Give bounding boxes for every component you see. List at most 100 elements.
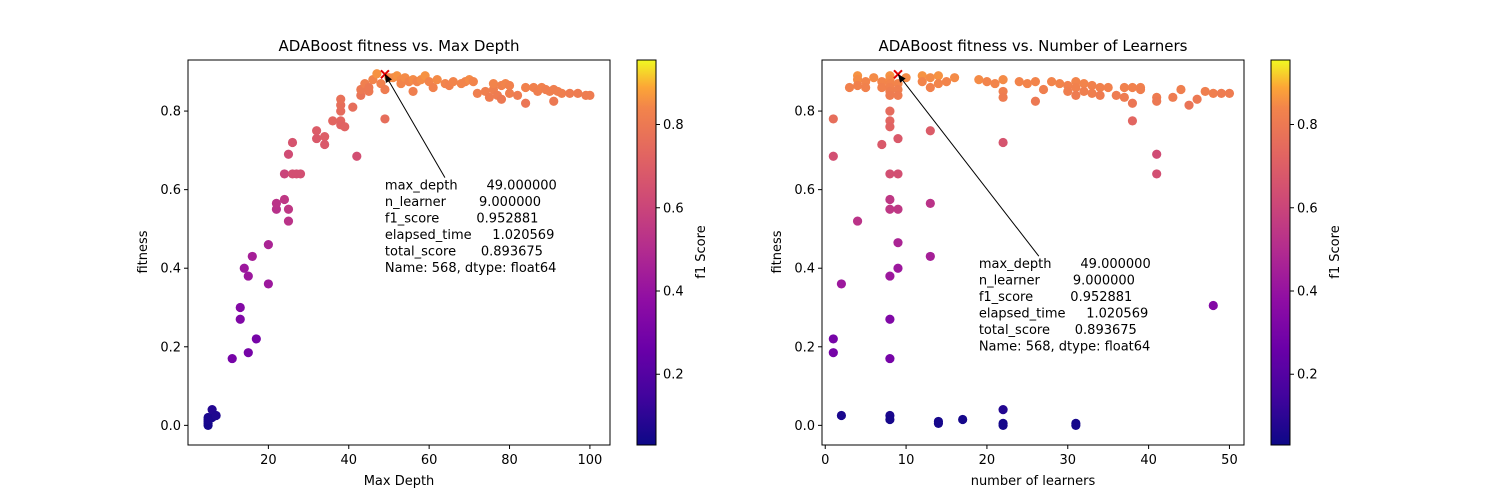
data-point — [1071, 90, 1081, 100]
data-point — [933, 71, 944, 81]
annotation-line: total_score 0.893675 — [385, 245, 543, 260]
annotation-line: f1_score 0.952881 — [385, 212, 539, 227]
data-point — [1152, 96, 1162, 106]
annotation-line: total_score 0.893675 — [979, 323, 1137, 338]
x-tick-label: 40 — [1140, 453, 1157, 468]
x-axis-label: Max Depth — [364, 474, 435, 489]
data-point — [1200, 86, 1210, 97]
colorbar-ticks: 0.2 0.4 0.6 0.8 — [1290, 118, 1318, 383]
y-axis-label: fitness — [770, 230, 785, 273]
data-point — [917, 77, 927, 87]
annotation-line: n_learner 9.000000 — [385, 195, 541, 210]
data-point — [573, 88, 583, 98]
y-tick-label: 0.6 — [160, 183, 181, 198]
data-point — [998, 405, 1008, 415]
data-point — [844, 82, 855, 93]
colorbar-tick-label: 0.2 — [663, 368, 684, 383]
data-point — [1030, 77, 1041, 87]
data-point — [893, 133, 903, 144]
data-point — [565, 88, 575, 98]
annotation-arrow — [384, 74, 446, 178]
colorbar-ticks: 0.2 0.4 0.6 0.8 — [656, 118, 684, 383]
data-point — [504, 88, 515, 98]
data-point — [340, 122, 350, 132]
x-tick-label: 80 — [501, 453, 518, 468]
x-tick-label: 20 — [260, 453, 277, 468]
y-tick-label: 0.0 — [794, 419, 815, 434]
annotation-line: max_depth 49.000000 — [385, 179, 557, 194]
y-axis: 0.0 0.2 0.4 0.6 0.8 — [160, 105, 188, 434]
data-point — [428, 82, 438, 93]
data-point — [1127, 98, 1138, 108]
data-point — [1087, 80, 1097, 91]
data-point — [336, 94, 346, 104]
data-point — [549, 96, 559, 106]
data-point — [893, 238, 903, 248]
data-point — [1030, 96, 1041, 106]
x-tick-label: 60 — [421, 453, 438, 468]
data-point — [1152, 169, 1162, 179]
colorbar-tick-label: 0.8 — [663, 118, 684, 133]
chart-number-of-learners: ADABoost fitness vs. Number of Learners … — [770, 37, 1343, 489]
data-point — [488, 78, 499, 89]
data-point — [251, 334, 261, 344]
data-point — [1216, 88, 1226, 98]
data-point — [283, 216, 294, 226]
data-point — [828, 334, 838, 344]
data-point — [408, 86, 418, 97]
data-point — [468, 77, 478, 87]
data-point — [982, 77, 992, 87]
annotation-line: elapsed_time 1.020569 — [385, 228, 554, 243]
data-point — [885, 271, 895, 281]
data-point — [364, 82, 374, 93]
colorbar-label: f1 Score — [694, 225, 709, 278]
data-point — [279, 169, 290, 179]
plot-frame — [821, 59, 1245, 446]
data-point — [949, 73, 960, 83]
data-point — [320, 139, 330, 150]
data-point — [885, 90, 895, 100]
data-point — [1071, 420, 1081, 430]
data-point — [998, 420, 1008, 430]
data-point — [1176, 84, 1186, 95]
data-point — [885, 169, 895, 179]
data-point — [1168, 92, 1178, 102]
data-point — [328, 116, 338, 126]
data-point — [235, 314, 245, 324]
colorbar-gradient — [1270, 59, 1291, 446]
data-point — [1127, 116, 1138, 126]
data-point — [877, 82, 887, 93]
x-axis: 20 40 60 80 100 — [260, 445, 602, 468]
data-point — [836, 279, 847, 289]
x-tick-label: 30 — [1059, 453, 1076, 468]
data-point — [380, 114, 390, 124]
y-tick-label: 0.6 — [794, 183, 815, 198]
data-point — [521, 98, 531, 108]
data-point — [893, 204, 903, 214]
x-tick-label: 10 — [898, 453, 915, 468]
data-point — [925, 126, 935, 136]
data-point — [1079, 86, 1089, 97]
data-point — [271, 198, 282, 208]
data-point — [1063, 86, 1073, 97]
y-tick-label: 0.8 — [794, 105, 815, 120]
data-point — [852, 80, 863, 91]
data-point — [828, 114, 838, 124]
data-point — [885, 122, 895, 132]
y-axis-label: fitness — [136, 230, 151, 273]
data-point — [1152, 149, 1162, 159]
x-tick-label: 20 — [979, 453, 996, 468]
data-point — [893, 263, 903, 273]
chart-title: ADABoost fitness vs. Max Depth — [278, 37, 519, 55]
data-point — [557, 88, 567, 98]
y-tick-label: 0.0 — [160, 419, 181, 434]
data-point — [885, 353, 895, 364]
x-tick-label: 40 — [340, 453, 357, 468]
y-tick-label: 0.4 — [160, 262, 181, 277]
annotation-line: Name: 568, dtype: float64 — [979, 340, 1150, 355]
data-point — [958, 414, 968, 425]
data-point — [885, 414, 895, 425]
data-point — [974, 75, 984, 85]
data-point — [243, 348, 253, 358]
